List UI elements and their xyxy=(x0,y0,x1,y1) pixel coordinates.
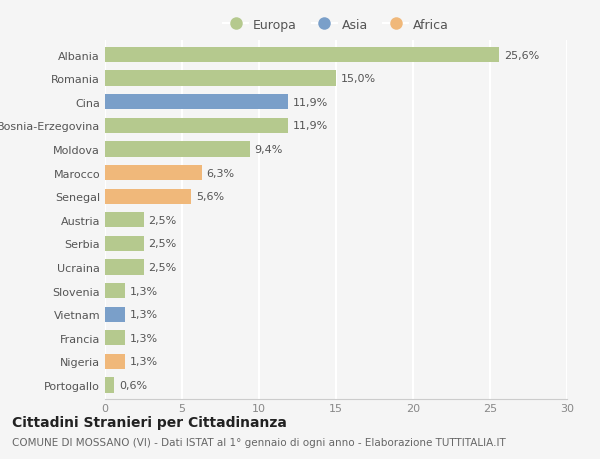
Text: 2,5%: 2,5% xyxy=(148,263,176,273)
Text: 11,9%: 11,9% xyxy=(293,121,328,131)
Bar xyxy=(105,378,114,393)
Bar xyxy=(105,166,202,181)
Bar xyxy=(105,48,499,63)
Bar xyxy=(105,236,143,252)
Text: 0,6%: 0,6% xyxy=(119,380,147,390)
Bar xyxy=(105,307,125,322)
Bar xyxy=(105,213,143,228)
Bar xyxy=(105,354,125,369)
Bar xyxy=(105,283,125,299)
Text: 1,3%: 1,3% xyxy=(130,309,158,319)
Bar xyxy=(105,118,288,134)
Text: Cittadini Stranieri per Cittadinanza: Cittadini Stranieri per Cittadinanza xyxy=(12,415,287,429)
Legend: Europa, Asia, Africa: Europa, Asia, Africa xyxy=(223,18,449,32)
Text: 1,3%: 1,3% xyxy=(130,333,158,343)
Bar xyxy=(105,142,250,157)
Text: 2,5%: 2,5% xyxy=(148,239,176,249)
Text: 5,6%: 5,6% xyxy=(196,192,224,202)
Text: 1,3%: 1,3% xyxy=(130,357,158,367)
Text: 1,3%: 1,3% xyxy=(130,286,158,296)
Bar xyxy=(105,330,125,346)
Text: COMUNE DI MOSSANO (VI) - Dati ISTAT al 1° gennaio di ogni anno - Elaborazione TU: COMUNE DI MOSSANO (VI) - Dati ISTAT al 1… xyxy=(12,437,506,447)
Text: 25,6%: 25,6% xyxy=(504,50,539,61)
Text: 9,4%: 9,4% xyxy=(254,145,283,155)
Text: 11,9%: 11,9% xyxy=(293,98,328,107)
Bar xyxy=(105,95,288,110)
Text: 2,5%: 2,5% xyxy=(148,215,176,225)
Bar xyxy=(105,71,336,87)
Text: 15,0%: 15,0% xyxy=(341,74,376,84)
Bar xyxy=(105,260,143,275)
Text: 6,3%: 6,3% xyxy=(206,168,235,178)
Bar xyxy=(105,189,191,204)
